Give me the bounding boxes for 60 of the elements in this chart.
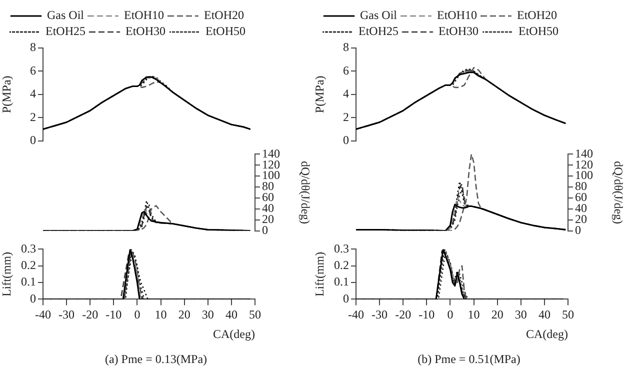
y-tick-label: 4 (30, 86, 36, 101)
y-tick-label: 0.3 (334, 241, 349, 256)
x-tick-label: -20 (82, 308, 98, 322)
y-axis-title: Lift(mm) (0, 252, 14, 297)
legend-label: EtOH25 (46, 24, 86, 38)
y-tick-label: 0 (30, 132, 36, 147)
y-tick-label: 8 (343, 40, 349, 54)
legend-label: EtOH20 (517, 8, 557, 22)
x-tick-label: -20 (395, 308, 412, 322)
y-tick-label: 0.3 (21, 241, 36, 256)
legend-label: EtOH20 (204, 8, 244, 22)
x-tick-label: -30 (372, 308, 388, 322)
legend-label: EtOH25 (358, 24, 399, 38)
y-tick-label: 0.1 (21, 274, 36, 289)
x-tick-label: 10 (468, 308, 480, 322)
x-tick-label: 40 (538, 308, 550, 322)
legend-label: EtOH50 (518, 24, 558, 38)
x-tick-label: 0 (134, 308, 140, 322)
legend-label: Gas Oil (47, 8, 85, 22)
legend-label: EtOH30 (126, 24, 166, 38)
y-tick-label: 2 (343, 110, 349, 124)
x-tick-label: 50 (562, 308, 574, 322)
x-tick-label: -10 (106, 308, 122, 322)
y-tick-label: 0 (343, 291, 349, 306)
x-tick-label: 20 (491, 308, 504, 322)
legend-label: EtOH10 (124, 8, 164, 22)
y-axis-title: P(MPa) (312, 76, 326, 114)
x-tick-label: 30 (202, 308, 214, 322)
y-axis-title: dQ/dθ(J/deg) (612, 160, 625, 224)
x-tick-label: 10 (154, 308, 167, 322)
y-tick-label: 6 (343, 63, 349, 78)
text: (a) Pme = 0.13(MPa) (104, 352, 208, 367)
y-tick-label: 0 (343, 132, 349, 147)
y-tick-label: 8 (30, 40, 36, 54)
y-axis-title: dQ/dθ(J/deg) (298, 160, 313, 224)
x-tick-label: -30 (58, 308, 75, 322)
legend-label: Gas Oil (360, 8, 398, 22)
x-tick-label: 50 (249, 308, 261, 322)
legend-label: EtOH50 (206, 24, 246, 38)
y-tick-label: 6 (30, 63, 36, 78)
x-tick-label: 20 (178, 308, 190, 322)
x-tick-label: 0 (447, 308, 454, 322)
x-tick-label: -40 (348, 308, 364, 322)
y-tick-label: 0 (30, 291, 36, 306)
x-axis-title: CA(deg) (213, 326, 255, 341)
y-axis-title: Lift(mm) (312, 252, 326, 297)
x-axis-title: CA(deg) (526, 326, 568, 341)
x-tick-label: 30 (514, 308, 527, 322)
y-tick-label: 2 (30, 110, 36, 124)
x-tick-label: -40 (35, 308, 51, 322)
text: (b) Pme = 0.51(MPa) (416, 352, 522, 367)
y-tick-label: 0.2 (21, 258, 36, 272)
y-tick-label: 4 (343, 86, 349, 101)
y-tick-label: 0.1 (334, 274, 349, 289)
x-tick-label: 40 (225, 308, 238, 322)
x-tick-label: -10 (418, 308, 435, 322)
legend-label: EtOH30 (438, 24, 478, 38)
y-tick-label: 0.2 (334, 258, 349, 272)
legend-label: EtOH10 (437, 8, 477, 22)
y-axis-title: P(MPa) (0, 76, 14, 114)
